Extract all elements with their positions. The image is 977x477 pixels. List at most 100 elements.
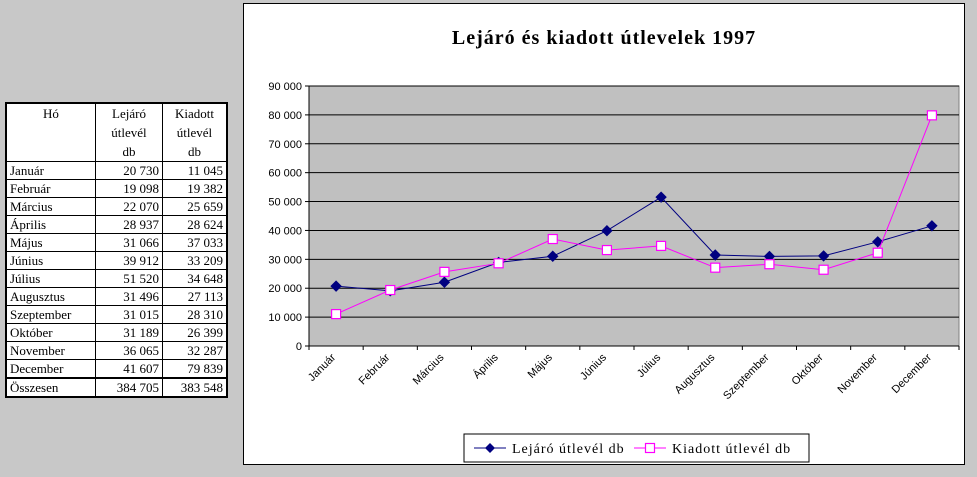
legend-square-marker [644, 442, 656, 454]
y-tick-label: 40 000 [268, 225, 302, 237]
row-month[interactable]: Február [5, 179, 96, 198]
row-expiring[interactable]: 41 607 [95, 359, 163, 379]
plot-area: 0 10 000 20 000 30 000 40 000 50 000 60 000 70 … [268, 81, 960, 402]
row-expiring[interactable]: 22 070 [95, 197, 163, 216]
legend-diamond-marker [485, 443, 495, 453]
row-issued[interactable]: 28 310 [162, 305, 228, 324]
row-issued[interactable]: 26 399 [162, 323, 228, 342]
data-point-square [493, 258, 504, 269]
table-row: Szeptember 31 015 28 310 [5, 305, 228, 324]
header-expiring-line3: db [122, 144, 136, 159]
x-tick-label: Május [526, 351, 556, 381]
row-issued[interactable]: 32 287 [162, 341, 228, 360]
header-expiring-line1: Lejáró [112, 106, 146, 121]
table-row: December 41 607 79 839 [5, 359, 228, 379]
total-label[interactable]: Összesen [5, 377, 96, 398]
data-point-square [655, 240, 667, 252]
y-tick-label: 90 000 [268, 81, 302, 93]
table-total-row: Összesen 384 705 383 548 [5, 377, 228, 398]
data-point-diamond [926, 220, 938, 232]
header-expiring[interactable]: Lejáró útlevél db [95, 102, 163, 162]
row-issued[interactable]: 34 648 [162, 269, 228, 288]
data-point-square [710, 262, 721, 273]
x-tick-label: November [836, 351, 881, 396]
row-month[interactable]: Augusztus [5, 287, 96, 306]
data-point-diamond [655, 191, 667, 203]
header-issued-line3: db [188, 144, 201, 159]
data-point-diamond [709, 249, 721, 261]
x-tick-label: December [890, 351, 935, 396]
x-tick-label: Február [357, 351, 393, 387]
row-expiring[interactable]: 31 496 [95, 287, 163, 306]
data-point-square [926, 110, 938, 121]
row-expiring[interactable]: 39 912 [95, 251, 163, 270]
row-issued[interactable]: 19 382 [162, 179, 228, 198]
row-month[interactable]: November [5, 341, 96, 360]
table-header-row: Hó Lejáró útlevél db Kiadott útlevél db [5, 102, 228, 162]
row-month[interactable]: Július [5, 269, 96, 288]
row-month[interactable]: Április [5, 215, 96, 234]
table-row: Május 31 066 37 033 [5, 233, 228, 252]
y-tick-label: 50 000 [268, 197, 302, 209]
row-expiring[interactable]: 20 730 [95, 161, 163, 180]
plot-background [308, 85, 960, 347]
total-issued[interactable]: 383 548 [162, 377, 228, 398]
row-expiring[interactable]: 28 937 [95, 215, 163, 234]
y-tick-label: 10 000 [268, 312, 302, 324]
row-issued[interactable]: 79 839 [162, 359, 228, 379]
x-tick-label: Október [790, 351, 826, 387]
chart-object[interactable]: Lejáró és kiadott útlevelek 1997 0 10 000… [243, 3, 965, 465]
row-issued[interactable]: 25 659 [162, 197, 228, 216]
data-point-square [818, 264, 829, 275]
y-tick-label: 0 [296, 341, 302, 353]
data-point-square [601, 244, 613, 256]
row-issued[interactable]: 11 045 [162, 161, 228, 180]
row-month[interactable]: December [5, 359, 96, 379]
row-month[interactable]: Május [5, 233, 96, 252]
data-point-square [547, 233, 558, 245]
row-issued[interactable]: 28 624 [162, 215, 228, 234]
table-row: Január 20 730 11 045 [5, 161, 228, 180]
data-point-diamond [330, 280, 342, 292]
table-row: November 36 065 32 287 [5, 341, 228, 360]
row-month[interactable]: Szeptember [5, 305, 96, 324]
row-expiring[interactable]: 31 015 [95, 305, 163, 324]
row-expiring[interactable]: 31 066 [95, 233, 163, 252]
legend-label-1: Lejáró útlevél db [512, 442, 625, 457]
x-tick-label: Augusztus [673, 351, 718, 396]
table-row: Október 31 189 26 399 [5, 323, 228, 342]
data-point-diamond [601, 224, 613, 237]
y-tick-label: 30 000 [268, 254, 302, 266]
row-month[interactable]: Március [5, 197, 96, 216]
header-issued[interactable]: Kiadott útlevél db [162, 102, 228, 162]
row-month[interactable]: Június [5, 251, 96, 270]
x-tick-label: Július [635, 351, 664, 380]
row-issued[interactable]: 27 113 [162, 287, 228, 306]
y-tick-label: 60 000 [268, 168, 302, 180]
data-point-square [764, 259, 775, 270]
y-tick-label: 70 000 [268, 139, 302, 151]
x-tick-label: Június [578, 351, 609, 382]
data-point-diamond [817, 250, 830, 262]
data-table: Hó Lejáró útlevél db Kiadott útlevél db … [5, 102, 228, 398]
row-issued[interactable]: 33 209 [162, 251, 228, 270]
legend: Lejáró útlevél db Kiadott útlevél db [463, 433, 810, 463]
header-month[interactable]: Hó [5, 102, 96, 162]
table-row: Július 51 520 34 648 [5, 269, 228, 288]
row-month[interactable]: Január [5, 161, 96, 180]
table-row: Március 22 070 25 659 [5, 197, 228, 216]
row-issued[interactable]: 37 033 [162, 233, 228, 252]
total-expiring[interactable]: 384 705 [95, 377, 163, 398]
x-tick-label: Március [411, 351, 447, 387]
row-expiring[interactable]: 51 520 [95, 269, 163, 288]
data-point-square [439, 266, 450, 277]
row-expiring[interactable]: 31 189 [95, 323, 163, 342]
table-body: Január 20 730 11 045 Február 19 098 19 382 Már… [5, 161, 228, 379]
row-expiring[interactable]: 36 065 [95, 341, 163, 360]
header-issued-line1: Kiadott [175, 106, 214, 121]
data-point-diamond [547, 250, 559, 262]
row-expiring[interactable]: 19 098 [95, 179, 163, 198]
row-month[interactable]: Október [5, 323, 96, 342]
data-point-square [330, 308, 342, 320]
x-tick-label: Január [306, 351, 339, 384]
